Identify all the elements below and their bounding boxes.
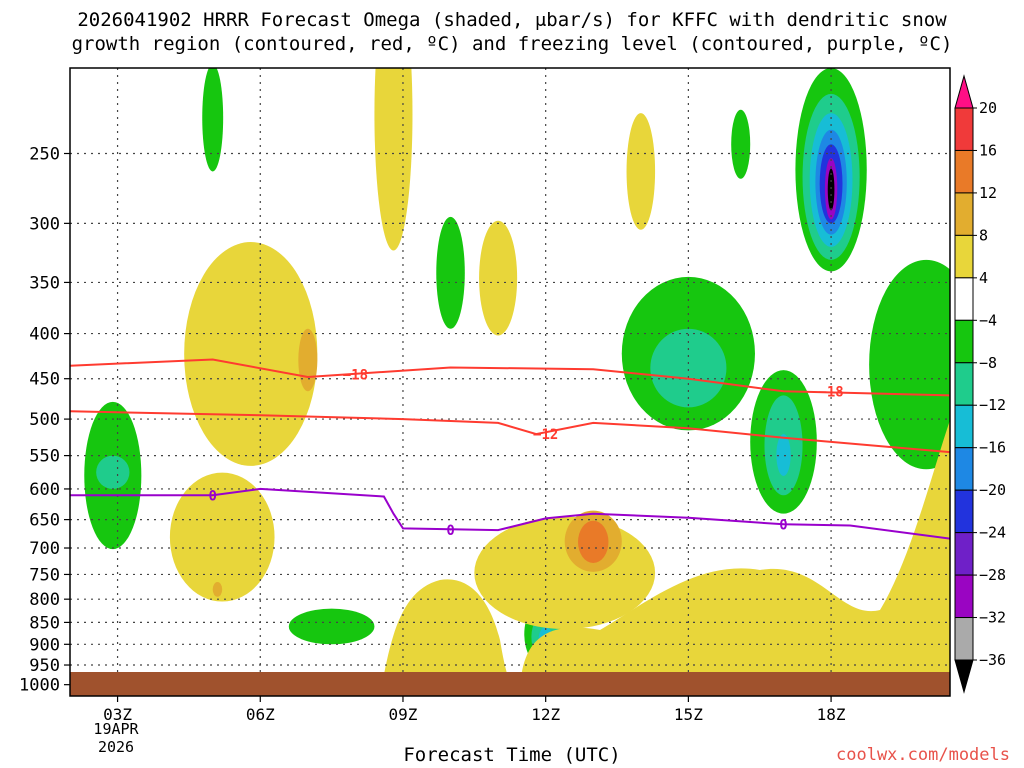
y-tick-label-750: 750 xyxy=(29,565,60,585)
contour-label-freezing-level-1: 0 xyxy=(446,523,454,539)
x-tick-label-09Z: 09Z xyxy=(389,705,418,724)
colorbar-label-1: 16 xyxy=(979,141,997,159)
colorbar-box-4 xyxy=(954,277,974,321)
y-tick-label-950: 950 xyxy=(29,656,60,676)
x-tick-label-06Z: 06Z xyxy=(246,705,275,724)
omega-feature-6 xyxy=(827,168,835,211)
contour-dsg-minus18 xyxy=(70,358,950,397)
colorbar-label-3: 8 xyxy=(979,226,988,244)
colorbar-label-12: −32 xyxy=(979,609,1006,627)
colorbar-label-0: 20 xyxy=(979,99,997,117)
colorbar-box-6 xyxy=(954,362,974,406)
y-tick-label-900: 900 xyxy=(29,635,60,655)
colorbar-box-3 xyxy=(954,234,974,279)
colorbar-label-13: −36 xyxy=(979,651,1006,669)
y-tick-label-250: 250 xyxy=(29,144,60,164)
colorbar-label-10: −24 xyxy=(979,524,1006,542)
colorbar: 20 16 12 8 4 −4 −8 −12 −16 −20 −24 −28 −32 −36 xyxy=(954,74,1006,694)
contour-label-freezing-level-2: 0 xyxy=(779,517,787,533)
colorbar-box-9 xyxy=(954,489,974,534)
omega-feature-20 xyxy=(650,328,727,408)
omega-feature-31 xyxy=(731,109,751,179)
omega-feature-12 xyxy=(184,242,318,466)
omega-feature-11 xyxy=(96,455,130,489)
colorbar-label-9: −20 xyxy=(979,481,1006,499)
omega-feature-14 xyxy=(169,472,275,602)
colorbar-box-12 xyxy=(954,617,974,661)
y-tick-label-500: 500 xyxy=(29,410,60,430)
colorbar-label-8: −16 xyxy=(979,439,1006,457)
colorbar-box-5 xyxy=(954,319,974,364)
contour-dsg-minus12 xyxy=(70,410,950,454)
y-tick-label-350: 350 xyxy=(29,273,60,293)
colorbar-label-11: −28 xyxy=(979,566,1006,584)
omega-feature-33 xyxy=(869,259,950,470)
omega-feature-18 xyxy=(578,520,609,564)
contour-freezing-level xyxy=(70,487,950,540)
contour-label-dsg-minus12-0: −12 xyxy=(533,427,558,443)
credit-link[interactable]: coolwx.com/models xyxy=(836,745,1010,765)
omega-feature-29 xyxy=(374,68,413,251)
y-axis: 2503003504004505005506006507007508008509… xyxy=(19,144,70,696)
y-tick-label-600: 600 xyxy=(29,480,60,500)
y-tick-label-850: 850 xyxy=(29,613,60,633)
date-year-label: 2026 xyxy=(97,738,135,756)
omega-field-layer xyxy=(84,68,950,696)
y-tick-label-1000: 1000 xyxy=(19,676,60,696)
omega-feature-30 xyxy=(626,113,656,230)
y-tick-label-650: 650 xyxy=(29,511,60,531)
colorbar-box-1 xyxy=(954,149,974,194)
contour-layer: −18 −18 −12 0 0 0 xyxy=(70,358,950,540)
x-tick-label-03Z: 03Z xyxy=(103,705,132,724)
colorbar-label-4: 4 xyxy=(979,269,988,287)
colorbar-box-2 xyxy=(954,192,974,236)
omega-feature-28 xyxy=(436,216,465,329)
x-axis: 03Z 06Z 09Z 12Z 15Z 18Z xyxy=(103,696,846,724)
omega-feature-32 xyxy=(288,608,375,645)
colorbar-box-8 xyxy=(954,447,974,491)
omega-feature-16 xyxy=(474,516,656,630)
omega-feature-23 xyxy=(776,434,791,476)
y-tick-label-700: 700 xyxy=(29,539,60,559)
x-tick-label-18Z: 18Z xyxy=(817,705,846,724)
ground-surface xyxy=(70,672,950,696)
omega-lowlevel-band xyxy=(520,420,950,696)
y-tick-label-800: 800 xyxy=(29,590,60,610)
chart-title-line2: growth region (contoured, red, ºC) and f… xyxy=(71,33,953,55)
omega-feature-27 xyxy=(202,68,224,172)
colorbar-box-7 xyxy=(954,404,974,449)
colorbar-top-arrow xyxy=(954,74,974,109)
y-tick-label-400: 400 xyxy=(29,325,60,345)
y-tick-label-450: 450 xyxy=(29,370,60,390)
y-tick-label-550: 550 xyxy=(29,447,60,467)
colorbar-box-0 xyxy=(954,107,974,151)
plot-frame xyxy=(69,67,951,697)
colorbar-box-10 xyxy=(954,532,974,576)
x-tick-label-15Z: 15Z xyxy=(674,705,703,724)
colorbar-label-6: −8 xyxy=(979,354,997,372)
chart-title-line1: 2026041902 HRRR Forecast Omega (shaded, … xyxy=(77,9,947,31)
omega-feature-26 xyxy=(479,220,518,336)
colorbar-box-11 xyxy=(954,574,974,619)
omega-lowlevel-band-west xyxy=(380,579,520,696)
colorbar-label-5: −4 xyxy=(979,311,997,329)
omega-feature-13 xyxy=(298,328,318,392)
x-tick-label-12Z: 12Z xyxy=(531,705,560,724)
contour-label-freezing-level-0: 0 xyxy=(208,488,216,504)
contour-label-dsg-minus18-0: −18 xyxy=(343,367,368,383)
colorbar-label-2: 12 xyxy=(979,184,997,202)
date-day-label: 19APR xyxy=(93,720,139,738)
contour-label-dsg-minus18-1: −18 xyxy=(818,384,843,400)
omega-feature-15 xyxy=(212,582,223,597)
colorbar-label-7: −12 xyxy=(979,396,1006,414)
x-axis-title: Forecast Time (UTC) xyxy=(403,744,621,766)
colorbar-bottom-arrow xyxy=(954,659,974,694)
y-tick-label-300: 300 xyxy=(29,214,60,234)
